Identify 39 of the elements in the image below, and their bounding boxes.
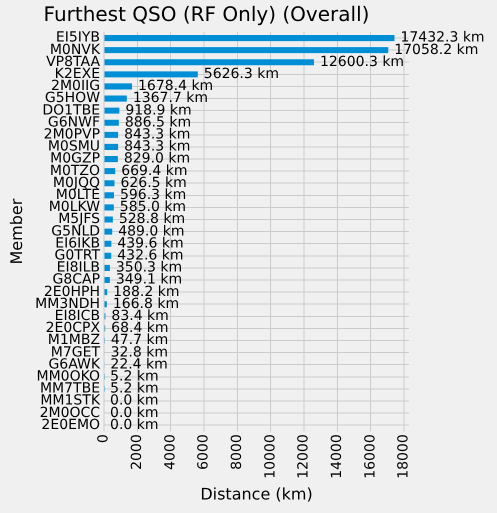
y-tick-label: 2E0EMO [41, 416, 100, 433]
bar [104, 83, 132, 90]
x-axis-title: Distance (km) [200, 484, 313, 504]
bar [104, 277, 110, 284]
bar [104, 120, 119, 126]
bar [104, 228, 112, 235]
bar [104, 204, 114, 210]
x-tick-label: 8000 [228, 434, 245, 470]
data-label: 5626.3 km [204, 66, 279, 82]
bar [104, 47, 388, 54]
bar [104, 59, 314, 66]
chart-title: Furthest QSO (RF Only) (Overall) [44, 2, 370, 26]
x-tick-label: 2000 [129, 434, 146, 470]
bar [104, 252, 112, 259]
bar [104, 264, 110, 271]
data-label: 0.0 km [110, 416, 159, 433]
bar [104, 168, 116, 174]
x-tick-label: 12000 [296, 434, 312, 479]
bar [104, 240, 112, 247]
x-tick-label: 18000 [396, 434, 412, 479]
y-tick-label: M0JQQ [52, 174, 100, 191]
x-tick-label: 6000 [196, 434, 212, 470]
bar [104, 216, 113, 223]
bar [104, 180, 114, 186]
bar [104, 108, 120, 114]
x-tick-label: 16000 [362, 434, 378, 479]
x-tick-label: 4000 [162, 434, 178, 470]
bar [104, 132, 118, 138]
bar [104, 71, 198, 78]
bar [104, 144, 118, 150]
x-tick-label: 0 [96, 434, 112, 444]
y-axis-title: Member [6, 198, 26, 265]
x-tick-label: 10000 [262, 434, 278, 479]
bar [104, 156, 118, 162]
x-tick-label: 14000 [328, 434, 345, 479]
bar [104, 35, 394, 42]
bar [104, 192, 114, 198]
bar [104, 289, 108, 296]
bar [104, 96, 127, 102]
